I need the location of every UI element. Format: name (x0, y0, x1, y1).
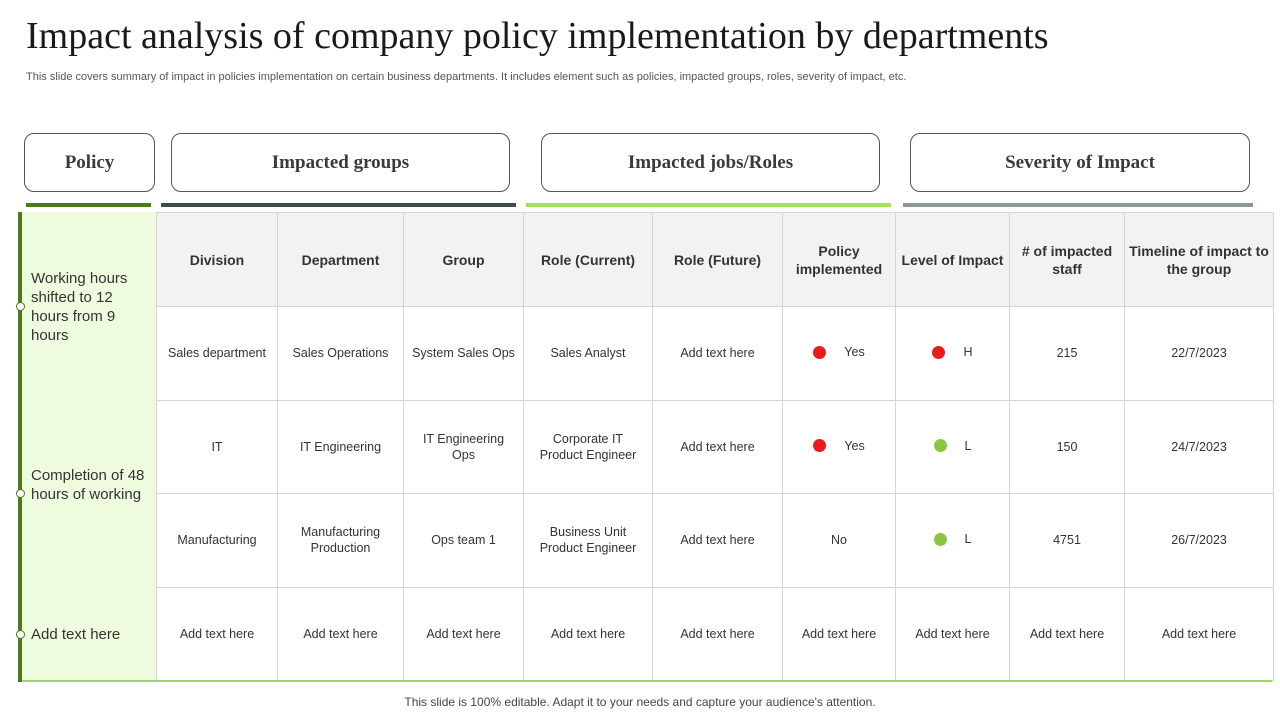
cell-policy-implemented: Yes (782, 399, 896, 494)
cell-role-current: Sales Analyst (523, 306, 653, 401)
cell-impacted-staff: Add text here (1009, 586, 1125, 681)
header-impacted-groups: Impacted groups (171, 133, 510, 192)
cell-group: IT Engineering Ops (403, 399, 524, 494)
cell-group: System Sales Ops (403, 306, 524, 401)
table-header-row: Division Department Group Role (Current)… (156, 212, 1274, 307)
cell-policy-implemented: Yes (782, 306, 896, 401)
column-header-timeline: Timeline of impact to the group (1124, 212, 1274, 307)
header-underline-policy (26, 203, 151, 207)
cell-policy-implemented: Add text here (782, 586, 896, 681)
cell-division: IT (156, 399, 278, 494)
rail-dot-2 (16, 489, 25, 498)
cell-level-of-impact: L (895, 493, 1010, 588)
table-row: Add text here Add text here Add text her… (156, 586, 1274, 681)
cell-role-future: Add text here (652, 306, 783, 401)
cell-group: Add text here (403, 586, 524, 681)
level-value: L (964, 438, 972, 453)
policy-item-2: Completion of 48 hours of working (31, 467, 145, 503)
page-title: Impact analysis of company policy implem… (26, 15, 1049, 57)
table-bottom-line (22, 680, 1272, 682)
impact-table: Division Department Group Role (Current)… (156, 212, 1274, 681)
cell-role-future: Add text here (652, 586, 783, 681)
status-dot-red-icon (932, 345, 946, 359)
column-header-impacted-staff: # of impacted staff (1009, 212, 1125, 307)
cell-role-current: Corporate IT Product Engineer (523, 399, 653, 494)
page-subtitle: This slide covers summary of impact in p… (26, 71, 907, 83)
column-header-division: Division (156, 212, 278, 307)
status-dot-green-icon (933, 439, 947, 452)
policy-implemented-value: Yes (844, 345, 865, 359)
column-header-role-future: Role (Future) (652, 212, 783, 307)
level-value: H (963, 345, 973, 359)
rail-dot-1 (16, 302, 25, 311)
column-header-group: Group (403, 212, 524, 307)
header-severity: Severity of Impact (910, 133, 1250, 192)
cell-division: Manufacturing (156, 493, 278, 588)
status-dot-red-icon (813, 439, 827, 452)
cell-division: Add text here (156, 586, 278, 681)
column-header-department: Department (277, 212, 404, 307)
status-dot-green-icon (933, 532, 947, 546)
cell-role-future: Add text here (652, 399, 783, 494)
column-header-level-of-impact: Level of Impact (895, 212, 1010, 307)
cell-timeline: 26/7/2023 (1124, 493, 1274, 588)
cell-role-future: Add text here (652, 493, 783, 588)
cell-department: Add text here (277, 586, 404, 681)
cell-timeline: 24/7/2023 (1124, 399, 1274, 494)
policy-item-1: Working hours shifted to 12 hours from 9… (31, 270, 128, 344)
table-row: Sales department Sales Operations System… (156, 306, 1274, 401)
cell-division: Sales department (156, 306, 278, 401)
cell-timeline: Add text here (1124, 586, 1274, 681)
table-row: IT IT Engineering IT Engineering Ops Cor… (156, 399, 1274, 494)
cell-role-current: Business Unit Product Engineer (523, 493, 653, 588)
header-underline-groups (161, 203, 516, 207)
cell-policy-implemented: No (782, 493, 896, 588)
cell-department: Sales Operations (277, 306, 404, 401)
cell-department: IT Engineering (277, 399, 404, 494)
cell-impacted-staff: 215 (1009, 306, 1125, 401)
cell-timeline: 22/7/2023 (1124, 306, 1274, 401)
cell-impacted-staff: 150 (1009, 399, 1125, 494)
cell-group: Ops team 1 (403, 493, 524, 588)
rail-dot-3 (16, 630, 25, 639)
policy-implemented-value: Yes (844, 438, 865, 453)
left-rail (18, 212, 22, 682)
header-underline-jobs (526, 203, 891, 207)
policy-item-3: Add text here (31, 626, 121, 643)
header-underline-severity (903, 203, 1253, 207)
cell-role-current: Add text here (523, 586, 653, 681)
header-impacted-jobs: Impacted jobs/Roles (541, 133, 880, 192)
header-policy: Policy (24, 133, 155, 192)
column-header-role-current: Role (Current) (523, 212, 653, 307)
policy-panel (22, 212, 156, 682)
status-dot-red-icon (813, 345, 827, 359)
cell-level-of-impact: H (895, 306, 1010, 401)
cell-level-of-impact: Add text here (895, 586, 1010, 681)
level-value: L (964, 532, 972, 546)
cell-impacted-staff: 4751 (1009, 493, 1125, 588)
table-row: Manufacturing Manufacturing Production O… (156, 493, 1274, 588)
cell-level-of-impact: L (895, 399, 1010, 494)
cell-department: Manufacturing Production (277, 493, 404, 588)
footer-note: This slide is 100% editable. Adapt it to… (404, 695, 876, 709)
column-header-policy-implemented: Policy implemented (782, 212, 896, 307)
